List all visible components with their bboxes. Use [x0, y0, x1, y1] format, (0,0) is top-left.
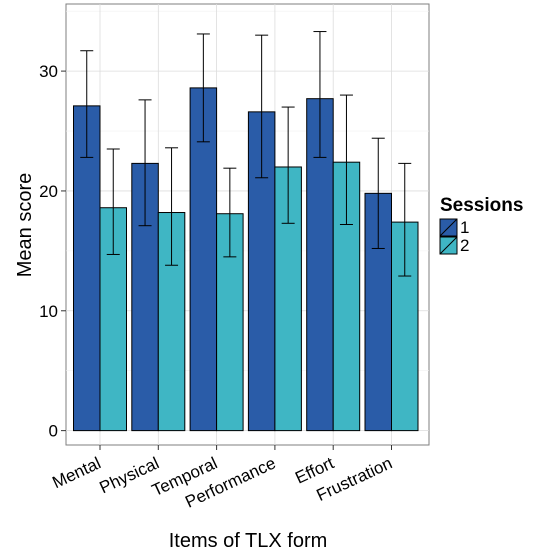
x-tick-label: Mental [49, 453, 103, 492]
y-tick-label: 20 [39, 182, 58, 201]
legend-label-1: 1 [460, 218, 469, 237]
legend-title: Sessions [440, 195, 523, 216]
legend-key-slash [439, 236, 458, 255]
legend: Sessions 12 [439, 195, 523, 255]
y-axis-title: Mean score [14, 173, 36, 278]
y-axis: 0 10 20 30 [39, 62, 66, 441]
y-tick-label: 10 [39, 302, 58, 321]
legend-key-slash [439, 218, 458, 237]
y-tick-label: 0 [49, 422, 58, 441]
error-bars [80, 31, 412, 277]
y-tick-label: 30 [39, 62, 58, 81]
bars [73, 87, 419, 432]
legend-label-2: 2 [460, 236, 469, 255]
x-axis-title: Items of TLX form [169, 530, 328, 552]
